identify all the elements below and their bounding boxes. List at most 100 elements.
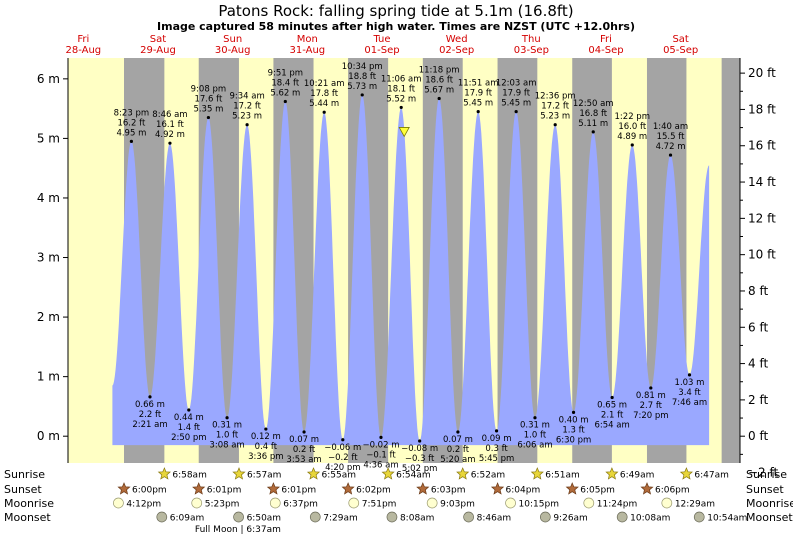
tide-m-label: 1.03 m	[675, 378, 705, 388]
low-tide-15: −0.08 m−0.3 ft5:02 pm	[401, 439, 438, 474]
row-label-right: Sunset	[746, 483, 784, 496]
tide-ft-label: 17.2 ft	[541, 102, 569, 112]
low-tide-29: 1.03 m3.4 ft7:46 am	[672, 373, 707, 408]
moonset-icon	[616, 511, 628, 523]
star-icon	[565, 482, 579, 495]
day-name-label: Wed	[446, 34, 468, 45]
event-time-label: 6:02pm	[356, 486, 391, 496]
left-tick-label: 1 m	[37, 370, 60, 384]
tide-m-label: −0.06 m	[324, 443, 361, 453]
tide-ft-label: 1.0 ft	[524, 431, 547, 441]
tide-ft-label: 15.5 ft	[657, 132, 685, 142]
event-time-label: 6:37pm	[283, 500, 318, 510]
moonset-icon	[386, 511, 398, 523]
tide-time-label: 8:46 am	[152, 110, 187, 120]
day-date-label: 04-Sep	[588, 45, 623, 56]
event-time-label: 6:54am	[396, 471, 431, 481]
tide-point	[476, 110, 480, 114]
event-time-label: 6:58am	[172, 471, 207, 481]
tide-time-label: 3:36 pm	[248, 452, 283, 462]
tide-m-label: 0.65 m	[597, 400, 627, 410]
star-icon	[416, 482, 430, 495]
right-tick-label: 20 ft	[748, 66, 776, 80]
low-tide-19: 0.09 m0.3 ft5:45 pm	[479, 429, 514, 464]
event-time-label: 6:09am	[170, 514, 205, 524]
low-tide-9: 0.07 m0.2 ft3:53 am	[286, 430, 322, 465]
tide-m-label: 5.62 m	[270, 88, 300, 98]
tide-point	[514, 110, 518, 114]
star-icon	[157, 467, 171, 480]
tide-m-label: 0.31 m	[520, 421, 550, 431]
star-icon	[192, 482, 206, 495]
tide-point	[649, 386, 653, 390]
tide-ft-label: 16.1 ft	[156, 120, 184, 130]
tide-m-label: 4.95 m	[116, 128, 146, 138]
tide-ft-label: 3.4 ft	[678, 388, 701, 398]
day-name-label: Sat	[150, 34, 166, 45]
event-time-label: 6:04pm	[506, 486, 541, 496]
event-time-label: 12:29am	[675, 500, 715, 510]
row-moonset: Moonset Moonset 6:09am 6:50am 7:29am 8:08am 8:…	[4, 511, 793, 524]
low-tide-1: 0.66 m2.2 ft2:21 am	[132, 395, 168, 430]
row-label-left: Sunset	[4, 483, 42, 496]
right-tick-label: 0 ft	[748, 429, 768, 443]
current-tide-marker	[398, 127, 410, 138]
tide-time-label: 4:20 pm	[325, 463, 360, 473]
day-date-label: 01-Sep	[364, 45, 399, 56]
tide-time-label: 10:21 am	[304, 79, 345, 89]
tide-m-label: 0.40 m	[559, 415, 589, 425]
tide-time-label: 5:02 pm	[402, 464, 437, 474]
tide-m-label: 0.66 m	[135, 400, 165, 410]
tide-time-label: 5:45 pm	[479, 454, 514, 464]
event-time-label: 6:50am	[247, 514, 281, 524]
day-date-label: 29-Aug	[140, 45, 176, 56]
chart-subtitle: Image captured 58 minutes after high wat…	[157, 20, 635, 33]
right-tick-label: 18 ft	[748, 102, 776, 116]
row-sunrise: Sunrise Sunrise 6:58am 6:57am 6:55am 6:54am 6:…	[4, 467, 787, 481]
moonrise-icon	[191, 497, 203, 509]
row-label-left: Sunrise	[4, 468, 45, 481]
tide-point	[148, 395, 152, 399]
y-axis-right: −2 ft 0 ft 2 ft 4 ft 6 ft 8 ft 10 ft 12 ft 14 ft…	[739, 58, 779, 480]
tide-ft-label: −0.1 ft	[366, 450, 396, 460]
tide-time-label: 10:34 pm	[342, 62, 383, 72]
day-name-label: Thu	[521, 34, 541, 45]
right-tick-label: 2 ft	[748, 393, 768, 407]
tide-point	[283, 99, 287, 104]
event-time-label: 6:00pm	[132, 486, 167, 496]
tide-point	[322, 110, 326, 114]
tide-ft-label: 16.2 ft	[117, 118, 145, 128]
tide-area	[112, 94, 710, 446]
tide-time-label: 9:34 am	[229, 92, 264, 102]
moon-phase-label: Full Moon | 6:37am	[195, 525, 281, 535]
event-time-label: 6:03pm	[431, 486, 466, 496]
event-time-label: 6:49am	[620, 471, 655, 481]
tide-m-label: 5.45 m	[463, 99, 493, 109]
moonrise-icon	[661, 497, 673, 509]
tide-m-label: 0.31 m	[212, 421, 242, 431]
row-label-right: Moonset	[746, 511, 793, 524]
star-icon	[640, 482, 654, 495]
tide-m-label: 0.81 m	[636, 391, 666, 401]
chart-title: Patons Rock: falling spring tide at 5.1m…	[218, 2, 573, 20]
tide-time-label: 6:30 pm	[556, 435, 591, 445]
tide-m-label: −0.02 m	[362, 440, 399, 450]
day-date-label: 31-Aug	[290, 45, 326, 56]
event-time-label: 6:55am	[322, 471, 357, 481]
event-time-label: 6:52am	[471, 471, 506, 481]
right-tick-label: 10 ft	[748, 248, 776, 262]
star-icon	[605, 467, 619, 480]
event-time-label: 9:03pm	[440, 500, 475, 510]
event-time-label: 10:08am	[630, 514, 670, 524]
tide-point	[437, 96, 441, 101]
moonset-icon	[233, 511, 244, 523]
moonrise-icon	[505, 497, 516, 509]
right-tick-label: 16 ft	[748, 139, 776, 153]
row-label-right: Sunrise	[746, 468, 787, 481]
